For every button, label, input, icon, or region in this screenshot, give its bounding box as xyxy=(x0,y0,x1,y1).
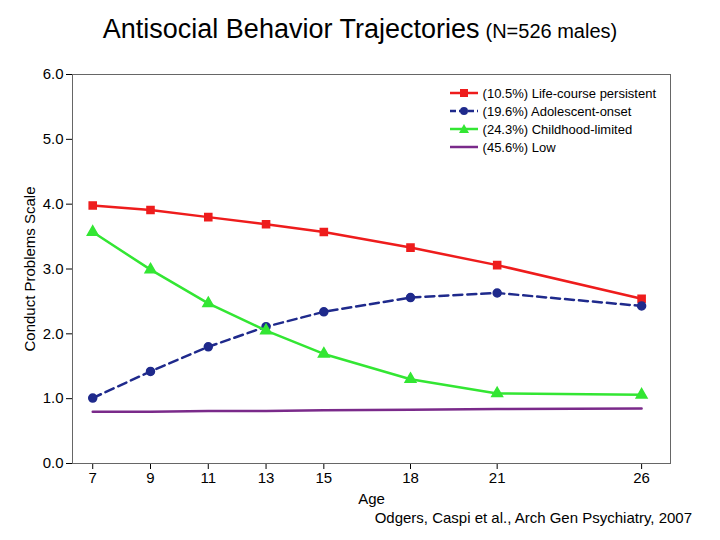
svg-text:5.0: 5.0 xyxy=(43,130,64,147)
svg-text:13: 13 xyxy=(258,469,275,486)
svg-text:26: 26 xyxy=(633,469,650,486)
svg-text:18: 18 xyxy=(402,469,419,486)
svg-text:1.0: 1.0 xyxy=(43,389,64,406)
svg-text:21: 21 xyxy=(489,469,506,486)
svg-text:3.0: 3.0 xyxy=(43,260,64,277)
svg-text:15: 15 xyxy=(315,469,332,486)
html-text:(19.6%) Adolescent-onset: (19.6%) Adolescent-onset xyxy=(482,103,632,119)
html-text:Odgers, Caspi et al., Arch Gen: Odgers, Caspi et al., Arch Gen Psychiatr… xyxy=(374,509,692,526)
svg-text:11: 11 xyxy=(200,469,216,486)
svg-text:Age: Age xyxy=(358,490,385,507)
svg-text:4.0: 4.0 xyxy=(43,195,64,212)
html-text:(24.3%) Childhood-limited: (24.3%) Childhood-limited xyxy=(482,121,633,137)
html-text:(10.5%) Life-course persistent: (10.5%) Life-course persistent xyxy=(482,85,656,101)
html-text:Antisocial Behavior Trajectori: Antisocial Behavior Trajectories (N=526 … xyxy=(102,14,618,44)
svg-text:6.0: 6.0 xyxy=(43,65,64,82)
svg-text:Conduct Problems Scale: Conduct Problems Scale xyxy=(21,186,38,351)
html-text:(45.6%) Low: (45.6%) Low xyxy=(482,139,556,155)
svg-text:7: 7 xyxy=(89,469,97,486)
svg-text:0.0: 0.0 xyxy=(43,454,64,471)
svg-text:9: 9 xyxy=(146,469,154,486)
svg-text:2.0: 2.0 xyxy=(43,325,64,342)
